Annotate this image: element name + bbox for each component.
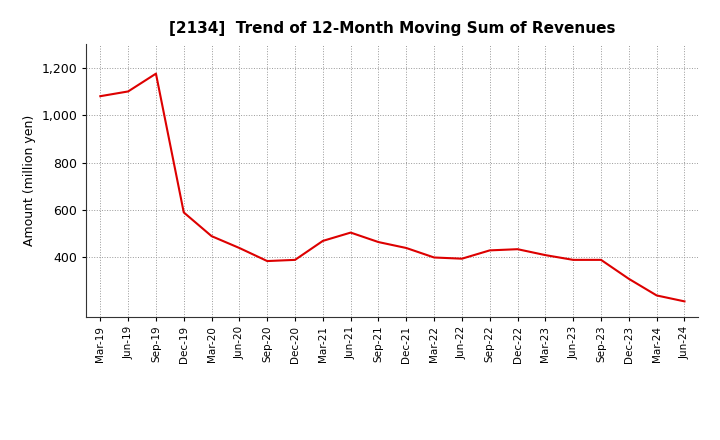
Title: [2134]  Trend of 12-Month Moving Sum of Revenues: [2134] Trend of 12-Month Moving Sum of R… bbox=[169, 21, 616, 36]
Y-axis label: Amount (million yen): Amount (million yen) bbox=[23, 115, 36, 246]
